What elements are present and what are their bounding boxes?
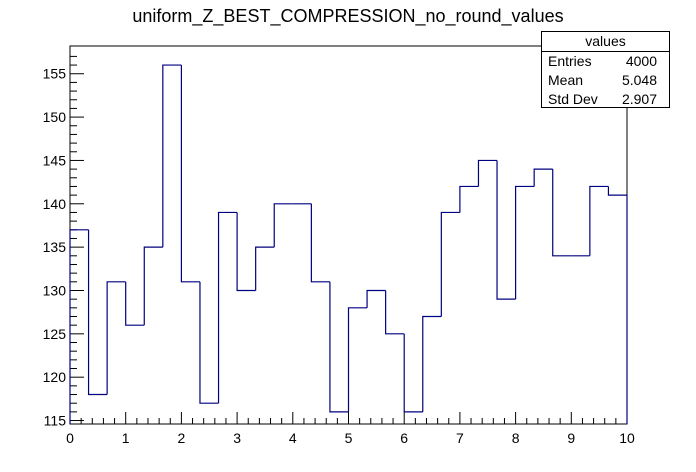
histogram-bin: [273, 203, 293, 248]
histogram-bin: [106, 281, 126, 395]
x-tick-label: 9: [567, 430, 575, 446]
histogram-bin: [496, 160, 516, 300]
stats-label: Entries: [548, 53, 592, 69]
x-tick-label: 1: [122, 430, 130, 446]
histogram-bin: [347, 307, 368, 412]
x-tick-label: 4: [289, 430, 297, 446]
histogram-bin: [143, 246, 163, 326]
y-tick-label: 120: [43, 369, 67, 385]
x-axis: 0 1 2 3 4 5 6 7 8 9 10: [66, 412, 635, 446]
histogram-bin: [552, 169, 572, 257]
histogram-series: [69, 64, 628, 424]
y-tick-label: 125: [43, 326, 67, 342]
histogram-bin: [403, 333, 423, 413]
histogram-bin: [533, 168, 553, 187]
histogram-bin: [422, 315, 442, 412]
stats-label: Std Dev: [548, 91, 598, 107]
stats-value: 4000: [625, 53, 657, 69]
y-tick-label: 155: [43, 66, 67, 82]
stats-row-stddev: Std Dev 2.907: [542, 90, 669, 109]
x-tick-label: 8: [512, 430, 520, 446]
histogram-bin: [477, 159, 498, 187]
histogram-bin: [310, 203, 330, 283]
stats-label: Mean: [548, 72, 584, 88]
histogram-bin: [69, 229, 89, 424]
histogram-bin: [515, 185, 535, 300]
histogram-bin: [459, 185, 479, 213]
x-tick-label: 5: [345, 430, 353, 446]
histogram-bin: [385, 290, 405, 335]
histogram-bin: [87, 229, 108, 396]
stats-value: 5.048: [621, 72, 657, 88]
x-tick-label: 6: [400, 430, 408, 446]
x-tick-label: 2: [178, 430, 186, 446]
histogram-bin: [162, 64, 182, 248]
y-tick-label: 130: [43, 282, 67, 298]
stats-box-title: values: [542, 32, 669, 52]
histogram-bin: [180, 65, 200, 283]
x-tick-label: 3: [233, 430, 241, 446]
histogram-bin: [589, 185, 609, 256]
histogram-bin: [236, 212, 256, 292]
y-tick-label: 135: [43, 239, 67, 255]
histogram-bin: [607, 186, 628, 424]
histogram-bin: [199, 281, 219, 404]
stats-row-mean: Mean 5.048: [542, 71, 669, 90]
y-tick-label: 150: [43, 109, 67, 125]
histogram-bin: [217, 211, 238, 404]
y-tick-label: 145: [43, 152, 67, 168]
histogram-bin: [255, 246, 275, 291]
x-tick-label: 0: [66, 430, 74, 446]
x-tick-label: 10: [619, 430, 635, 446]
histogram-bin: [329, 281, 349, 413]
y-axis: 115 120 125 130 135 140 145 150 155: [43, 55, 84, 429]
histogram-bin: [125, 281, 145, 326]
chart-title: uniform_Z_BEST_COMPRESSION_no_round_valu…: [132, 6, 564, 26]
histogram-bin: [366, 289, 386, 308]
x-tick-label: 7: [456, 430, 464, 446]
stats-box: values Entries 4000 Mean 5.048 Std Dev 2…: [541, 31, 670, 108]
y-tick-label: 140: [43, 196, 67, 212]
stats-value: 2.907: [621, 91, 657, 107]
y-tick-label: 115: [44, 413, 67, 429]
stats-row-entries: Entries 4000: [542, 52, 669, 71]
histogram-bin: [440, 211, 460, 317]
